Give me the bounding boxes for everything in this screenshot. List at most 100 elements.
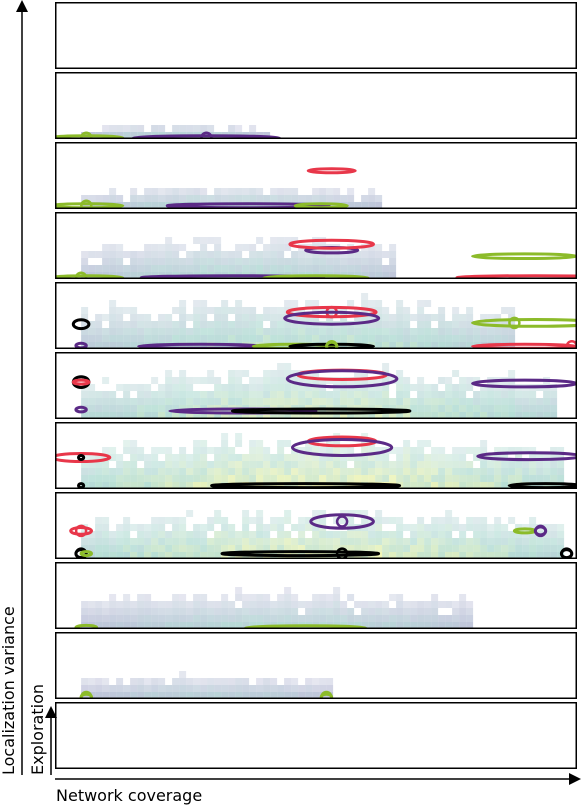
- heatmap-cell: [235, 258, 243, 265]
- heatmap-cell: [228, 195, 236, 202]
- heatmap-cell: [515, 391, 523, 398]
- heatmap-cell: [284, 265, 292, 272]
- heatmap-cell: [340, 461, 348, 468]
- heatmap-cell: [130, 685, 138, 692]
- heatmap-cell: [459, 594, 467, 601]
- heatmap-cell: [326, 475, 334, 482]
- ellipse-black: [220, 550, 381, 558]
- heatmap-cell: [165, 454, 173, 461]
- ellipse-purple: [309, 513, 375, 530]
- heatmap-cell: [263, 482, 271, 489]
- heatmap-cell: [186, 468, 194, 475]
- heatmap-cell: [522, 398, 530, 405]
- heatmap-cell: [172, 258, 180, 265]
- heatmap-cell: [165, 265, 173, 272]
- heatmap-cell: [424, 384, 432, 391]
- heatmap-cell: [193, 685, 201, 692]
- heatmap-cell: [158, 468, 166, 475]
- heatmap-cell: [529, 447, 537, 454]
- heatmap-cell: [144, 468, 152, 475]
- heatmap-cell: [305, 685, 313, 692]
- heatmap-cell: [116, 412, 124, 419]
- heatmap-cell: [424, 482, 432, 489]
- heatmap-cell: [88, 531, 96, 538]
- heatmap-cell: [515, 524, 523, 531]
- heatmap-cell: [326, 678, 334, 685]
- heatmap-cell: [319, 398, 327, 405]
- heatmap-cell: [375, 510, 383, 517]
- heatmap-cell: [326, 594, 334, 601]
- heatmap-cell: [179, 405, 187, 412]
- heatmap-cell: [130, 202, 138, 209]
- heatmap-cell: [172, 524, 180, 531]
- heatmap-cell: [326, 195, 334, 202]
- heatmap-cell: [382, 272, 390, 279]
- heatmap-cell: [312, 391, 320, 398]
- heatmap-cell: [88, 391, 96, 398]
- heatmap-cell: [123, 468, 131, 475]
- heatmap-cell: [207, 468, 215, 475]
- heatmap-cell: [242, 538, 250, 545]
- heatmap-cell: [494, 461, 502, 468]
- heatmap-cell: [389, 517, 397, 524]
- heatmap-cell: [368, 538, 376, 545]
- heatmap-cell: [102, 125, 110, 132]
- heatmap-cell: [466, 475, 474, 482]
- heatmap-cell: [179, 195, 187, 202]
- heatmap-cell: [459, 461, 467, 468]
- panel-frame: [55, 212, 577, 279]
- heatmap-cell: [375, 552, 383, 559]
- heatmap-cell: [515, 461, 523, 468]
- heatmap-cell: [242, 328, 250, 335]
- heatmap-cell: [179, 314, 187, 321]
- heatmap-cell: [102, 468, 110, 475]
- heatmap-cell: [102, 377, 110, 384]
- heatmap-cell: [165, 251, 173, 258]
- panel-frame: [55, 492, 577, 559]
- heatmap-cell: [151, 615, 159, 622]
- heatmap-cell: [137, 608, 145, 615]
- heatmap-cell: [95, 552, 103, 559]
- heatmap-cell: [214, 510, 222, 517]
- heatmap-cell: [284, 482, 292, 489]
- heatmap-cell: [200, 440, 208, 447]
- heatmap-cell: [123, 685, 131, 692]
- heatmap-cell: [354, 531, 362, 538]
- heatmap-cell: [214, 244, 222, 251]
- heatmap-cell: [102, 447, 110, 454]
- heatmap-cell: [368, 524, 376, 531]
- heatmap-cell: [501, 545, 509, 552]
- heatmap-cell: [550, 391, 558, 398]
- heatmap-cell: [459, 384, 467, 391]
- heatmap-cell: [249, 265, 257, 272]
- heatmap-cell: [193, 377, 201, 384]
- heatmap-cell: [277, 531, 285, 538]
- heatmap-cell: [438, 524, 446, 531]
- heatmap-cell: [130, 188, 138, 195]
- heatmap-cell: [235, 391, 243, 398]
- heatmap-cell: [536, 538, 544, 545]
- heatmap-cell: [417, 608, 425, 615]
- heatmap-cell: [137, 321, 145, 328]
- heatmap-cell: [389, 335, 397, 342]
- heatmap-cell: [361, 251, 369, 258]
- heatmap-cell: [214, 188, 222, 195]
- heatmap-cell: [361, 447, 369, 454]
- heatmap-cell: [249, 244, 257, 251]
- heatmap-cell: [270, 685, 278, 692]
- heatmap-cell: [515, 531, 523, 538]
- heatmap-cell: [403, 342, 411, 349]
- heatmap-cell: [340, 328, 348, 335]
- heatmap-cell: [116, 328, 124, 335]
- heatmap-cell: [389, 447, 397, 454]
- heatmap-cell: [452, 391, 460, 398]
- heatmap-cell: [494, 468, 502, 475]
- heatmap-cell: [165, 335, 173, 342]
- heatmap-cell: [123, 412, 131, 419]
- heatmap-cell: [557, 538, 565, 545]
- heatmap-cell: [144, 615, 152, 622]
- heatmap-cell: [144, 328, 152, 335]
- heatmap-cell: [235, 440, 243, 447]
- heatmap-cell: [487, 461, 495, 468]
- heatmap-cell: [347, 615, 355, 622]
